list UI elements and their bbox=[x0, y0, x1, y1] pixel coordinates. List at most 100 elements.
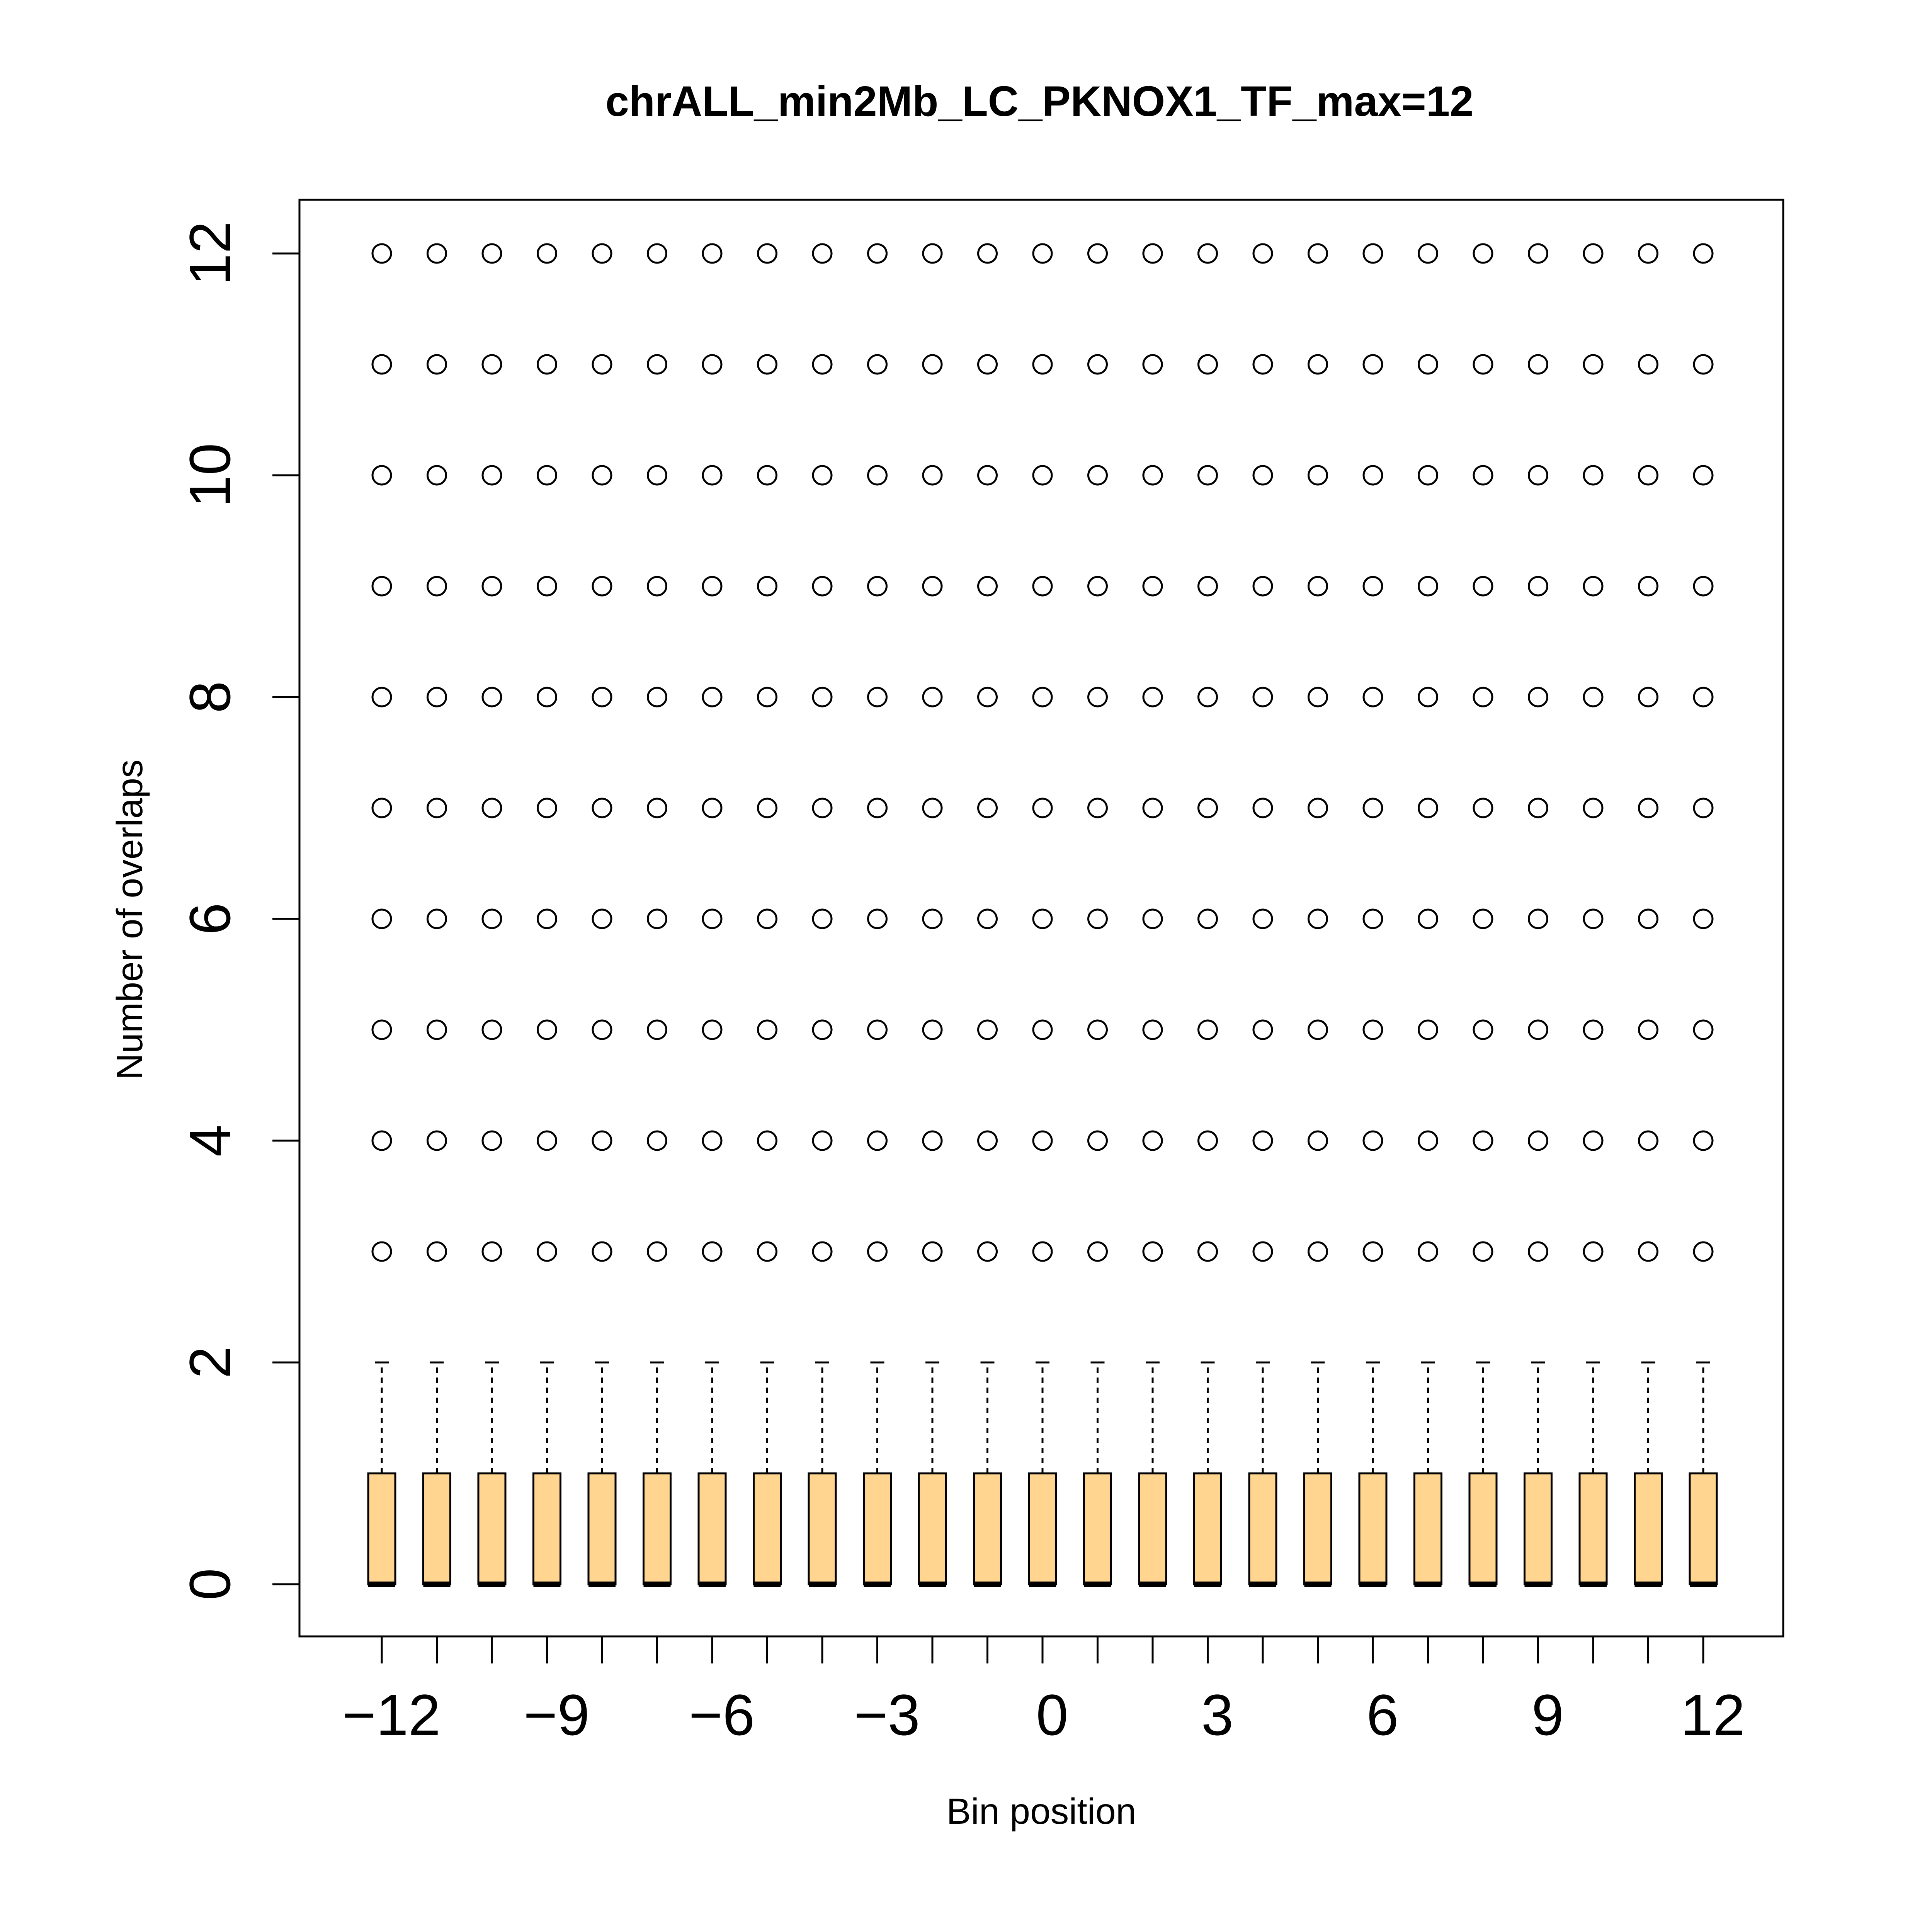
box bbox=[1248, 1472, 1277, 1585]
outlier-point bbox=[1528, 576, 1548, 597]
outlier-point bbox=[1693, 798, 1714, 818]
outlier-point bbox=[977, 908, 998, 929]
outlier-point bbox=[1032, 687, 1053, 707]
outlier-point bbox=[1362, 687, 1383, 707]
outlier-point bbox=[427, 798, 447, 818]
outlier-point bbox=[481, 687, 502, 707]
outlier-point bbox=[427, 687, 447, 707]
outlier-point bbox=[867, 1019, 888, 1040]
outlier-point bbox=[592, 354, 612, 375]
outlier-point bbox=[1362, 1241, 1383, 1262]
outlier-point bbox=[1528, 243, 1548, 264]
outlier-point bbox=[922, 465, 943, 486]
outlier-point bbox=[427, 576, 447, 597]
outlier-point bbox=[427, 1130, 447, 1151]
outlier-point bbox=[1583, 908, 1604, 929]
outlier-point bbox=[1638, 908, 1658, 929]
outlier-point bbox=[702, 465, 723, 486]
box bbox=[1303, 1472, 1332, 1585]
outlier-point bbox=[1032, 243, 1053, 264]
outlier-point bbox=[537, 687, 557, 707]
outlier-point bbox=[1142, 687, 1163, 707]
outlier-point bbox=[481, 1241, 502, 1262]
outlier-point bbox=[1638, 354, 1658, 375]
outlier-point bbox=[1473, 687, 1493, 707]
outlier-point bbox=[757, 243, 777, 264]
box bbox=[973, 1472, 1002, 1585]
y-tick-label: 6 bbox=[177, 903, 242, 935]
outlier-point bbox=[647, 576, 667, 597]
outlier-point bbox=[1197, 576, 1218, 597]
outlier-point bbox=[481, 908, 502, 929]
outlier-point bbox=[647, 798, 667, 818]
outlier-point bbox=[812, 465, 833, 486]
outlier-point bbox=[1418, 687, 1438, 707]
x-tick-label: 6 bbox=[1366, 1682, 1398, 1747]
outlier-point bbox=[647, 354, 667, 375]
outlier-point bbox=[1308, 798, 1328, 818]
y-axis-label: Number of overlaps bbox=[109, 760, 150, 1080]
outlier-point bbox=[1638, 687, 1658, 707]
outlier-point bbox=[1418, 798, 1438, 818]
outlier-point bbox=[977, 243, 998, 264]
box bbox=[532, 1472, 561, 1585]
box bbox=[1358, 1472, 1388, 1585]
x-tick-label: −9 bbox=[524, 1682, 590, 1747]
outlier-point bbox=[371, 1130, 392, 1151]
outlier-point bbox=[977, 687, 998, 707]
outlier-point bbox=[1197, 1241, 1218, 1262]
x-axis-label: Bin position bbox=[946, 1791, 1136, 1832]
box bbox=[808, 1472, 837, 1585]
outlier-point bbox=[1693, 465, 1714, 486]
outlier-point bbox=[427, 1241, 447, 1262]
outlier-point bbox=[1473, 1130, 1493, 1151]
y-tick-label: 4 bbox=[177, 1124, 242, 1156]
outlier-point bbox=[1308, 354, 1328, 375]
box bbox=[1578, 1472, 1608, 1585]
outlier-point bbox=[647, 1019, 667, 1040]
outlier-point bbox=[867, 1241, 888, 1262]
outlier-point bbox=[1032, 465, 1053, 486]
outlier-point bbox=[1252, 465, 1273, 486]
box bbox=[367, 1472, 396, 1585]
outlier-point bbox=[1197, 1019, 1218, 1040]
outlier-point bbox=[757, 1019, 777, 1040]
outlier-point bbox=[1252, 908, 1273, 929]
outlier-point bbox=[1583, 243, 1604, 264]
outlier-point bbox=[1528, 798, 1548, 818]
outlier-point bbox=[757, 908, 777, 929]
box bbox=[1634, 1472, 1663, 1585]
outlier-point bbox=[1308, 687, 1328, 707]
outlier-point bbox=[1308, 576, 1328, 597]
outlier-point bbox=[702, 354, 723, 375]
outlier-point bbox=[922, 687, 943, 707]
outlier-point bbox=[1473, 1241, 1493, 1262]
outlier-point bbox=[1528, 1019, 1548, 1040]
outliers-group bbox=[371, 243, 1714, 1262]
outlier-point bbox=[592, 576, 612, 597]
outlier-point bbox=[1528, 908, 1548, 929]
outlier-point bbox=[702, 1019, 723, 1040]
outlier-point bbox=[1638, 798, 1658, 818]
outlier-point bbox=[1362, 908, 1383, 929]
outlier-point bbox=[1528, 1130, 1548, 1151]
outlier-point bbox=[812, 687, 833, 707]
outlier-point bbox=[647, 1241, 667, 1262]
outlier-point bbox=[812, 1241, 833, 1262]
x-tick-label: −6 bbox=[689, 1682, 755, 1747]
outlier-point bbox=[537, 908, 557, 929]
outlier-point bbox=[1197, 243, 1218, 264]
box bbox=[1138, 1472, 1167, 1585]
outlier-point bbox=[977, 576, 998, 597]
outlier-point bbox=[1142, 1130, 1163, 1151]
outlier-point bbox=[702, 1130, 723, 1151]
y-tick-label: 8 bbox=[177, 681, 242, 713]
outlier-point bbox=[1252, 576, 1273, 597]
outlier-point bbox=[1473, 908, 1493, 929]
outlier-point bbox=[867, 576, 888, 597]
outlier-point bbox=[867, 798, 888, 818]
outlier-point bbox=[371, 798, 392, 818]
outlier-point bbox=[1142, 1241, 1163, 1262]
box bbox=[918, 1472, 947, 1585]
plot-area-frame bbox=[298, 199, 1784, 1638]
